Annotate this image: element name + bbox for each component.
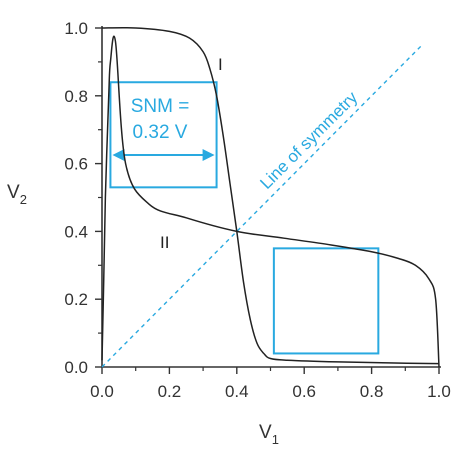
x-tick-label: 0.4	[225, 382, 249, 401]
y-tick-label: 0.6	[64, 155, 88, 174]
y-tick-label: 0.4	[64, 222, 88, 241]
series-curve-ii	[101, 35, 440, 368]
snm-box-2	[272, 247, 380, 355]
snm-arrow-head-left	[112, 149, 125, 161]
symmetry-line-label: Line of symmetry	[256, 88, 361, 193]
curve-label-ii: II	[160, 233, 169, 252]
curves	[101, 27, 440, 368]
x-tick-label: 0.0	[90, 382, 114, 401]
symmetry-line	[101, 44, 423, 368]
x-tick-label: 0.2	[158, 382, 182, 401]
y-axis-label: V2	[7, 182, 27, 207]
snm-box-1	[109, 81, 218, 189]
symmetry-line-group	[101, 44, 423, 368]
curve-label-i: I	[218, 55, 223, 74]
x-axis-label: V1	[259, 422, 279, 447]
x-tick-label: 1.0	[427, 382, 451, 401]
y-tick-label: 1.0	[64, 19, 88, 38]
y-tick-label: 0.0	[64, 358, 88, 377]
y-tick-label: 0.8	[64, 87, 88, 106]
snm-arrow-head-right	[202, 149, 215, 161]
axes: 0.0 0.2 0.4 0.6 0.8 1.0 0.0 0.2 0.4 0.6 0.8 1.0	[64, 19, 450, 401]
x-tick-label: 0.8	[360, 382, 384, 401]
series-curve-i	[101, 27, 440, 365]
y-tick-label: 0.2	[64, 290, 88, 309]
x-tick-label: 0.6	[292, 382, 316, 401]
snm-boxes	[109, 81, 380, 355]
snm-label-line1: SNM =	[131, 96, 190, 117]
snm-label-line2: 0.32 V	[133, 122, 188, 143]
